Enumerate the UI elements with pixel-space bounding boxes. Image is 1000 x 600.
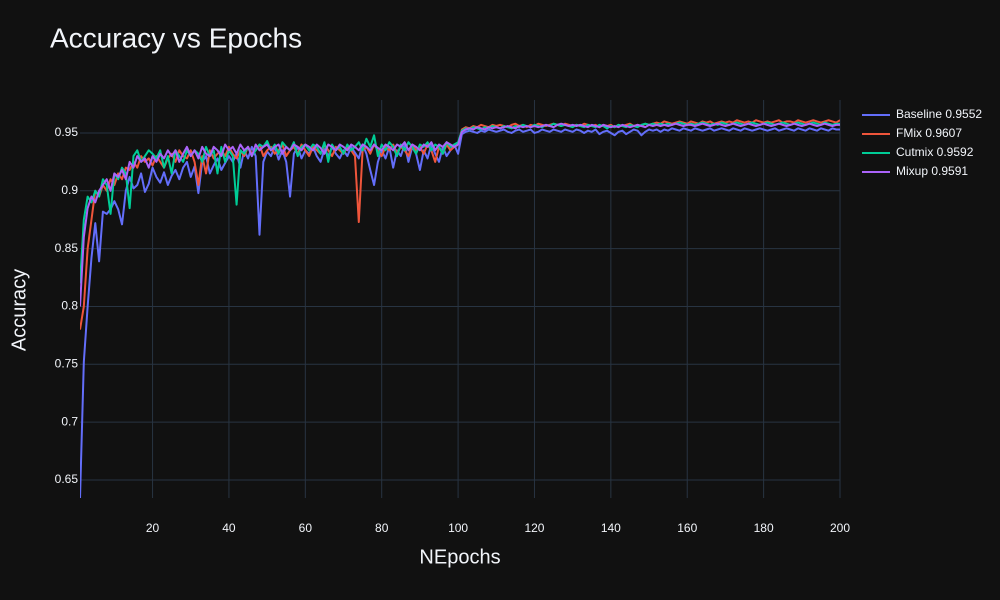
- x-tick-label: 20: [146, 521, 160, 535]
- y-axis-title: Accuracy: [8, 269, 30, 351]
- y-tick-label: 0.8: [61, 299, 78, 313]
- x-tick-label: 40: [222, 521, 236, 535]
- chart-title: Accuracy vs Epochs: [50, 22, 302, 53]
- x-tick-label: 120: [524, 521, 544, 535]
- y-tick-label: 0.65: [55, 472, 79, 486]
- x-tick-label: 180: [754, 521, 774, 535]
- x-tick-label: 100: [448, 521, 468, 535]
- y-tick-label: 0.75: [55, 356, 79, 370]
- x-tick-label: 200: [830, 521, 850, 535]
- x-tick-label: 160: [677, 521, 697, 535]
- series-line: [80, 127, 840, 498]
- legend-label: Mixup 0.9591: [896, 164, 968, 178]
- legend-label: FMix 0.9607: [896, 126, 962, 140]
- x-tick-label: 60: [299, 521, 313, 535]
- legend-label: Baseline 0.9552: [896, 107, 982, 121]
- y-tick-label: 0.9: [61, 183, 78, 197]
- y-tick-label: 0.95: [55, 125, 79, 139]
- x-axis-title: NEpochs: [419, 546, 500, 568]
- legend-label: Cutmix 0.9592: [896, 145, 974, 159]
- series-line: [80, 122, 840, 307]
- y-tick-label: 0.7: [61, 414, 78, 428]
- y-tick-label: 0.85: [55, 241, 79, 255]
- x-tick-label: 140: [601, 521, 621, 535]
- x-tick-label: 80: [375, 521, 389, 535]
